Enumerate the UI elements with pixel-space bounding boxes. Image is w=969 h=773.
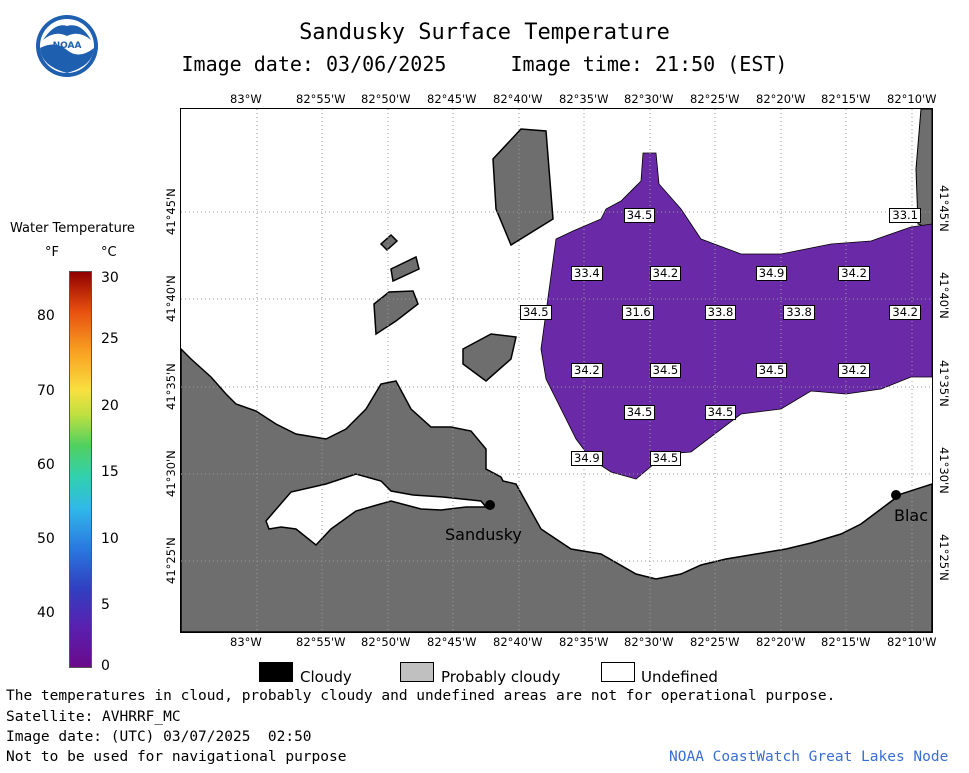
top-longitude-label: 82°45'W [427,92,477,106]
water-temperature-area [540,152,932,480]
left-latitude-label: 41°40'N [164,275,178,322]
left-latitude-label: 41°45'N [164,188,178,235]
top-longitude-label: 83°W [230,92,262,106]
left-latitude-label: 41°30'N [164,450,178,497]
temperature-label: 34.2 [571,362,603,378]
place-blac: Blac [894,506,929,525]
image-time: Image time: 21:50 (EST) [510,52,788,76]
bottom-longitude-label: 82°25'W [690,635,740,649]
bottom-longitude-label: 82°15'W [821,635,871,649]
right-latitude-label: 41°25'N [937,534,951,581]
legend-c-tick: 30 [101,270,119,286]
temperature-label: 34.5 [649,362,682,378]
right-latitude-label: 41°35'N [937,360,951,407]
key-cloudy-label: Cloudy [300,668,352,686]
legend-title: Water Temperature [10,221,135,236]
legend-c-tick: 25 [101,331,119,347]
temperature-label: 33.4 [571,265,603,281]
map-panel: 34.5 33.1 33.4 34.2 34.9 34.2 34.5 31.6 33.8 33.8… [180,108,933,633]
map-svg [181,109,932,632]
legend-c-tick: 15 [101,464,119,480]
bottom-longitude-label: 83°W [230,635,262,649]
map-title: Sandusky Surface Temperature [299,20,670,45]
footer-disclaimer: The temperatures in cloud, probably clou… [6,688,836,704]
legend-c-tick: 10 [101,531,119,547]
temperature-label: 34.5 [755,362,788,378]
south-shore-land [181,347,932,632]
top-longitude-label: 82°30'W [624,92,674,106]
key-probably-cloudy-label: Probably cloudy [441,668,561,686]
left-latitude-label: 41°35'N [164,363,178,410]
top-longitude-label: 82°55'W [296,92,346,106]
bottom-longitude-label: 82°45'W [427,635,477,649]
footer-credit: NOAA CoastWatch Great Lakes Node [669,749,949,765]
noaa-logo-text: NOAA [53,41,82,51]
legend-f-tick: 80 [37,308,55,324]
right-latitude-label: 41°30'N [937,447,951,494]
noaa-logo: NOAA [35,14,99,78]
footer-nav-warning: Not to be used for navigational purpose [6,749,347,765]
footer-satellite: Satellite: AVHRRF_MC [6,709,181,725]
right-latitude-label: 41°40'N [937,272,951,319]
temperature-label: 31.6 [622,304,654,320]
legend-f-tick: 40 [37,605,55,621]
temperature-label: 34.2 [649,265,682,281]
temperature-label: 34.2 [838,362,870,378]
top-longitude-label: 82°15'W [821,92,871,106]
bottom-longitude-label: 82°55'W [296,635,346,649]
legend-f-tick: 70 [37,383,55,399]
bass-island-2 [390,255,420,283]
bottom-longitude-label: 82°35'W [559,635,609,649]
temperature-label: 34.2 [838,265,870,281]
top-longitude-label: 82°50'W [361,92,411,106]
temperature-label: 34.9 [755,265,788,281]
temperature-label: 33.8 [783,304,815,320]
place-sandusky: Sandusky [445,525,522,544]
temperature-label: 34.5 [623,404,656,420]
top-longitude-label: 82°40'W [493,92,543,106]
temperature-label: 34.5 [649,450,682,466]
image-datetime: Image date: 03/06/2025 Image time: 21:50… [0,52,969,76]
legend-f-tick: 50 [37,531,55,547]
image-date: Image date: 03/06/2025 [181,52,447,76]
top-longitude-label: 82°35'W [559,92,609,106]
temperature-color-bar [69,271,92,668]
legend-f-tick: 60 [37,457,55,473]
left-latitude-label: 41°25'N [164,537,178,584]
key-cloudy-swatch [259,662,293,682]
bottom-longitude-label: 82°10'W [887,635,937,649]
bottom-longitude-label: 82°40'W [493,635,543,649]
temperature-label: 34.2 [889,304,921,320]
footer-utc-date: Image date: (UTC) 03/07/2025 02:50 [6,729,312,745]
bass-island-1 [373,290,419,336]
bottom-longitude-label: 82°30'W [624,635,674,649]
top-longitude-label: 82°20'W [756,92,806,106]
temperature-label: 34.9 [571,450,603,466]
sandusky-dot [485,500,495,510]
temperature-label: 34.5 [704,404,737,420]
temperature-label: 34.5 [623,208,656,224]
key-undefined-swatch [601,662,635,682]
bottom-longitude-label: 82°20'W [756,635,806,649]
key-undefined-label: Undefined [641,668,718,686]
legend-c-tick: 0 [101,658,110,674]
top-longitude-label: 82°10'W [887,92,937,106]
pelee-island [492,128,554,247]
temperature-label: 34.5 [519,304,552,320]
legend-unit-f: °F [45,245,59,260]
legend-c-tick: 20 [101,398,119,414]
kelleys-island [462,333,517,382]
temperature-label: 33.1 [889,208,921,224]
temperature-label: 33.8 [704,304,737,320]
bass-island-3 [379,233,399,252]
legend-unit-c: °C [101,245,117,260]
legend-c-tick: 5 [101,597,110,613]
bottom-longitude-label: 82°50'W [361,635,411,649]
sandusky-bay [265,473,488,547]
top-longitude-label: 82°25'W [690,92,740,106]
key-probably-cloudy-swatch [400,662,434,682]
blac-dot [891,490,901,500]
right-latitude-label: 41°45'N [937,185,951,232]
